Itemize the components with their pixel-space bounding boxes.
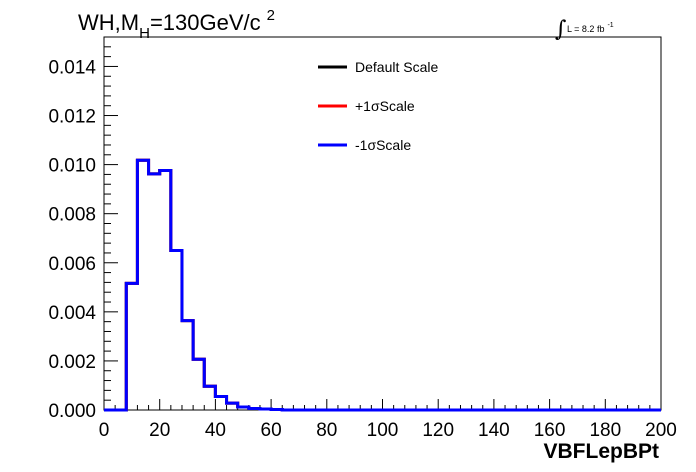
histogram-series [104, 158, 661, 412]
x-tick-label: 40 [205, 420, 226, 441]
y-tick-label: 0.000 [48, 401, 96, 422]
luminosity-label: L = 8.2 fb -1 [567, 22, 614, 34]
x-tick-label: 80 [316, 420, 337, 441]
chart-title: WH,MH=130GeV/c 2 [78, 7, 275, 42]
x-axis-ticks [103, 399, 662, 410]
x-tick-label: 180 [589, 420, 621, 441]
legend-label: +1σScale [355, 98, 415, 114]
y-tick-label: 0.004 [48, 303, 96, 324]
x-tick-label: 100 [367, 420, 399, 441]
y-tick-label: 0.012 [48, 107, 96, 128]
legend-label: Default Scale [355, 59, 438, 75]
legend: Default Scale +1σScale -1σScale [318, 59, 438, 153]
x-tick-label: 0 [99, 420, 110, 441]
x-axis-label: VBFLepBPt [544, 440, 660, 463]
series-line--1-scale [104, 158, 661, 412]
integral-symbol: ∫ [555, 17, 567, 42]
x-tick-label: 60 [261, 420, 282, 441]
x-tick-label: 160 [534, 420, 566, 441]
legend-label: -1σScale [355, 137, 411, 153]
x-tick-label: 140 [478, 420, 510, 441]
x-tick-label: 20 [149, 420, 170, 441]
y-tick-label: 0.002 [48, 352, 96, 373]
y-tick-label: 0.010 [48, 156, 96, 177]
x-axis-tick-labels: 0 20 40 60 80 100 120 140 160 180 200 [99, 420, 677, 441]
y-tick-label: 0.006 [48, 254, 96, 275]
x-tick-label: 200 [645, 420, 677, 441]
y-axis-tick-labels: 0.000 0.002 0.004 0.006 0.008 0.010 0.012 0.014 [48, 57, 96, 422]
y-tick-label: 0.014 [48, 57, 96, 78]
y-tick-label: 0.008 [48, 205, 96, 226]
x-tick-label: 120 [422, 420, 454, 441]
